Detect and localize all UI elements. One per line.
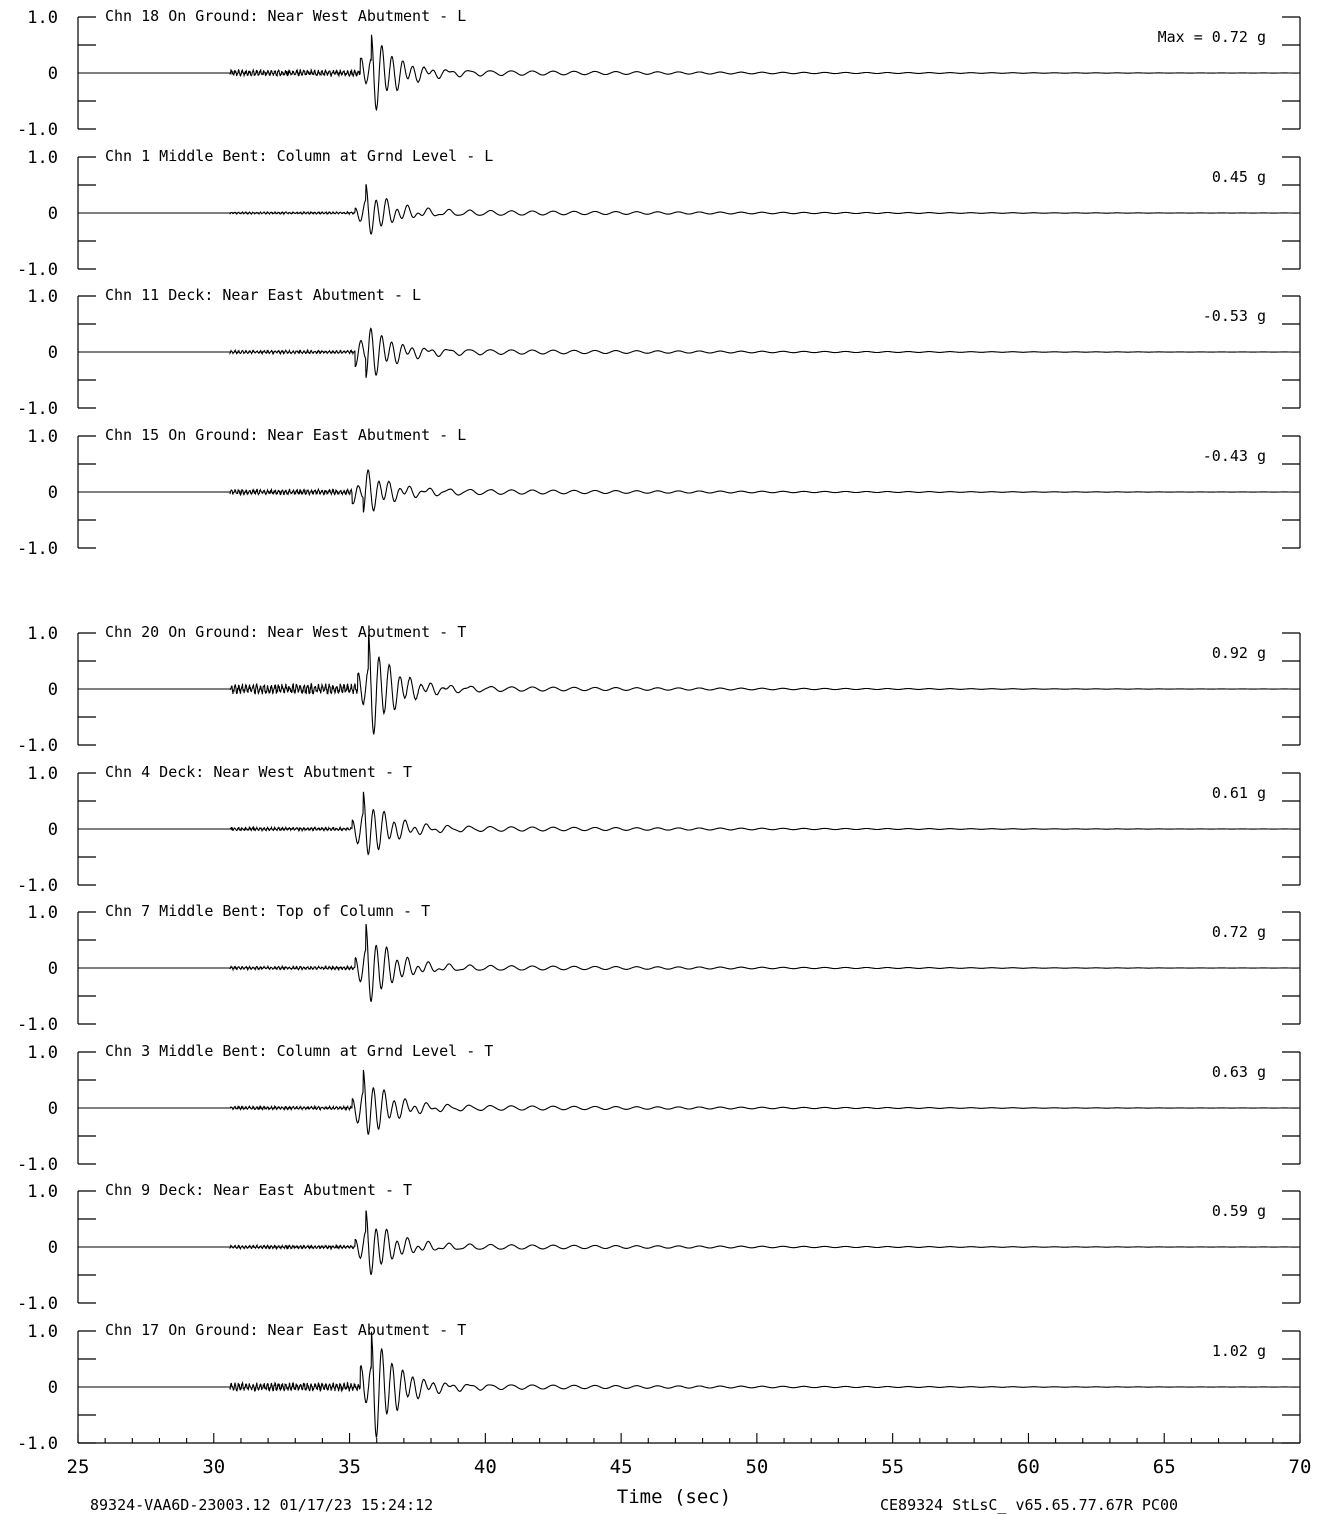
y-tick-label: -1.0	[17, 736, 58, 756]
y-tick-label: 1.0	[27, 764, 58, 784]
channel-label: Chn 7 Middle Bent: Top of Column - T	[105, 902, 430, 920]
y-tick-label: 0	[48, 64, 58, 84]
y-tick-label: -1.0	[17, 1294, 58, 1314]
y-tick-label: 1.0	[27, 624, 58, 644]
y-tick-label: -1.0	[17, 539, 58, 559]
x-tick-label: 35	[338, 1456, 361, 1478]
y-tick-label: 1.0	[27, 1043, 58, 1063]
y-tick-label: 0	[48, 959, 58, 979]
channel-panel: 1.0 0 -1.0 Chn 9 Deck: Near East Abutment -…	[17, 1181, 1301, 1314]
y-tick-label: 0	[48, 1238, 58, 1258]
channel-panels: 1.0 0 -1.0 Chn 18 On Ground: Near West Abut…	[17, 7, 1301, 1454]
y-tick-label: 0	[48, 680, 58, 700]
waveform-trace	[78, 327, 1300, 378]
y-tick-label: -1.0	[17, 260, 58, 280]
y-tick-label: -1.0	[17, 120, 58, 140]
channel-panel: 1.0 0 -1.0 Chn 20 On Ground: Near West Abut…	[17, 623, 1301, 756]
x-tick-label: 55	[881, 1456, 904, 1478]
waveform-trace	[78, 184, 1300, 235]
channel-max-value: 0.59 g	[1212, 1202, 1266, 1220]
channel-label: Chn 9 Deck: Near East Abutment - T	[105, 1181, 412, 1199]
y-tick-label: 0	[48, 343, 58, 363]
x-axis: 25 30 35 40 45 50 55 60 65 70	[67, 1433, 1312, 1478]
channel-panel: 1.0 0 -1.0 Chn 11 Deck: Near East Abutment …	[17, 286, 1301, 419]
channel-max-value: 0.45 g	[1212, 168, 1266, 186]
y-tick-label: 0	[48, 1378, 58, 1398]
y-tick-label: -1.0	[17, 1015, 58, 1035]
channel-panel: 1.0 0 -1.0 Chn 15 On Ground: Near East Abut…	[17, 426, 1301, 559]
y-tick-label: 1.0	[27, 8, 58, 28]
y-tick-label: 0	[48, 204, 58, 224]
x-tick-label: 40	[474, 1456, 497, 1478]
y-tick-label: 1.0	[27, 427, 58, 447]
channel-max-value: -0.53 g	[1203, 307, 1266, 325]
channel-max-value: Max = 0.72 g	[1158, 28, 1266, 46]
channel-label: Chn 17 On Ground: Near East Abutment - T	[105, 1321, 466, 1339]
y-tick-label: 0	[48, 483, 58, 503]
channel-panel: 1.0 0 -1.0 Chn 17 On Ground: Near East Abut…	[17, 1321, 1301, 1454]
waveform-trace	[78, 791, 1300, 856]
x-tick-label: 25	[67, 1456, 90, 1478]
x-tick-label: 50	[745, 1456, 768, 1478]
footer-left: 89324-VAA6D-23003.12 01/17/23 15:24:12	[90, 1496, 433, 1514]
channel-max-value: 0.61 g	[1212, 784, 1266, 802]
channel-max-value: -0.43 g	[1203, 447, 1266, 465]
waveform-trace	[78, 1331, 1300, 1438]
y-tick-label: 1.0	[27, 287, 58, 307]
footer-right: CE89324 StLsC_ v65.65.77.67R PC00	[880, 1496, 1178, 1514]
waveform-trace	[78, 923, 1300, 1002]
channel-max-value: 0.63 g	[1212, 1063, 1266, 1081]
channel-label: Chn 1 Middle Bent: Column at Grnd Level …	[105, 147, 493, 165]
channel-panel: 1.0 0 -1.0 Chn 4 Deck: Near West Abutment -…	[17, 763, 1301, 896]
y-tick-label: 1.0	[27, 148, 58, 168]
x-tick-label: 65	[1153, 1456, 1176, 1478]
channel-label: Chn 18 On Ground: Near West Abutment - L	[105, 7, 466, 25]
channel-max-value: 1.02 g	[1212, 1342, 1266, 1360]
y-tick-label: 0	[48, 820, 58, 840]
x-tick-label: 45	[610, 1456, 633, 1478]
channel-panel: 1.0 0 -1.0 Chn 7 Middle Bent: Top of Column…	[17, 902, 1301, 1035]
channel-label: Chn 11 Deck: Near East Abutment - L	[105, 286, 421, 304]
waveform-trace	[78, 469, 1300, 513]
waveform-trace	[78, 634, 1300, 735]
waveform-trace	[78, 1069, 1300, 1135]
channel-panel: 1.0 0 -1.0 Chn 1 Middle Bent: Column at Grn…	[17, 147, 1301, 280]
x-axis-label: Time (sec)	[617, 1486, 731, 1508]
y-tick-label: -1.0	[17, 1434, 58, 1454]
channel-panel: 1.0 0 -1.0 Chn 18 On Ground: Near West Abut…	[17, 7, 1301, 140]
channel-max-value: 0.92 g	[1212, 644, 1266, 662]
waveform-trace	[78, 1210, 1300, 1276]
x-tick-label: 60	[1017, 1456, 1040, 1478]
y-tick-label: -1.0	[17, 399, 58, 419]
channel-label: Chn 3 Middle Bent: Column at Grnd Level …	[105, 1042, 493, 1060]
channel-label: Chn 4 Deck: Near West Abutment - T	[105, 763, 412, 781]
x-tick-label: 70	[1289, 1456, 1312, 1478]
x-tick-label: 30	[202, 1456, 225, 1478]
channel-label: Chn 15 On Ground: Near East Abutment - L	[105, 426, 466, 444]
y-tick-label: -1.0	[17, 1155, 58, 1175]
waveform-trace	[78, 34, 1300, 112]
y-tick-label: 1.0	[27, 1322, 58, 1342]
y-tick-label: -1.0	[17, 876, 58, 896]
channel-max-value: 0.72 g	[1212, 923, 1266, 941]
channel-label: Chn 20 On Ground: Near West Abutment - T	[105, 623, 466, 641]
y-tick-label: 1.0	[27, 1182, 58, 1202]
channel-panel: 1.0 0 -1.0 Chn 3 Middle Bent: Column at Grn…	[17, 1042, 1301, 1175]
y-tick-label: 0	[48, 1099, 58, 1119]
y-tick-label: 1.0	[27, 903, 58, 923]
